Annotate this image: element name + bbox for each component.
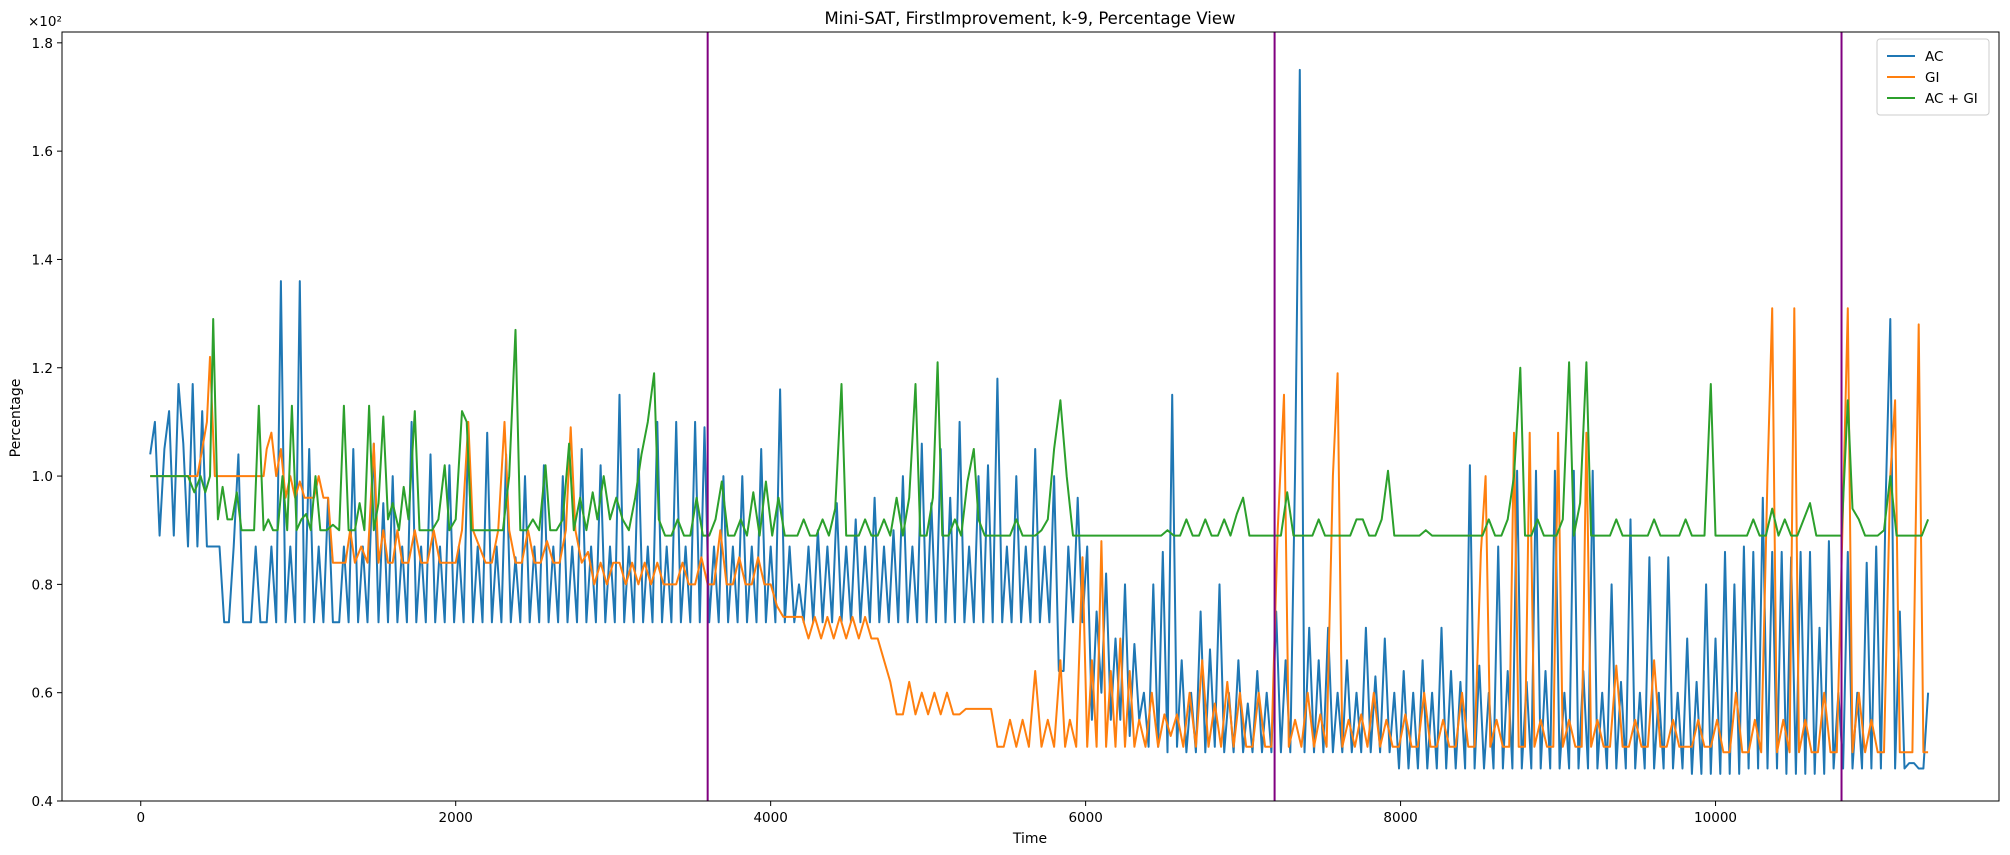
plot-frame	[61, 31, 2000, 802]
y-tick-label: 0.8	[32, 577, 53, 593]
x-tick-label: 2000	[439, 810, 473, 826]
legend: AC GI AC + GI	[1876, 38, 1990, 116]
y-tick-label: 1.4	[32, 252, 53, 268]
y-tick-label: 1.2	[32, 361, 53, 377]
legend-label-3: AC + GI	[1925, 91, 1978, 107]
x-tick-label: 0	[136, 810, 145, 826]
y-axis-label: Percentage	[8, 379, 24, 458]
legend-label-1: AC	[1925, 49, 1943, 65]
x-tick-label: 10000	[1694, 810, 1737, 826]
x-axis: 0 2000 4000 6000 8000 10000	[136, 801, 1737, 826]
x-tick-label: 4000	[753, 810, 787, 826]
plot-content	[149, 32, 1930, 801]
legend-box	[1876, 38, 1990, 116]
y-tick-label: 0.4	[32, 794, 53, 810]
y-tick-label: 0.6	[32, 686, 53, 702]
y-tick-label: 1.6	[32, 144, 53, 160]
y-offset-text: ×10²	[28, 14, 62, 30]
y-tick-label: 1.8	[32, 36, 53, 52]
legend-label-2: GI	[1925, 70, 1939, 86]
series-line-3	[150, 318, 1930, 537]
y-axis: 0.4 0.6 0.8 1.0 1.2 1.4 1.6 1.8	[32, 36, 62, 810]
series-line-2	[150, 307, 1929, 754]
chart-title: Mini-SAT, FirstImprovement, k-9, Percent…	[824, 9, 1235, 28]
x-axis-label: Time	[1012, 831, 1047, 847]
x-tick-label: 6000	[1068, 810, 1102, 826]
x-tick-label: 8000	[1383, 810, 1417, 826]
y-tick-label: 1.0	[32, 469, 53, 485]
